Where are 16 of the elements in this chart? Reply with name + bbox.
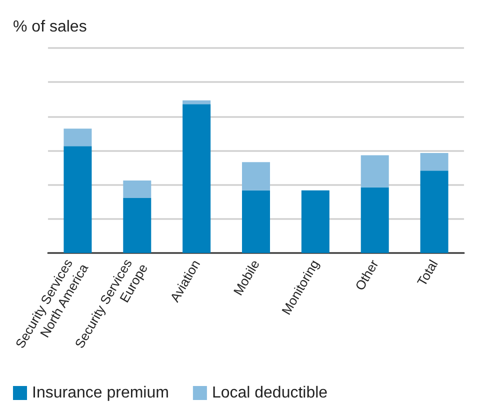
- bar: [242, 162, 270, 190]
- legend-label: Insurance premium: [32, 384, 169, 402]
- bar: [123, 180, 152, 198]
- bar: [242, 190, 270, 253]
- bar: [64, 146, 92, 253]
- bar: [182, 104, 211, 253]
- bar: [123, 198, 152, 253]
- bar: [420, 170, 448, 253]
- bar: [301, 190, 330, 253]
- legend-label: Local deductible: [212, 384, 328, 402]
- bar: [360, 155, 389, 188]
- bar: [420, 153, 448, 171]
- bar: [182, 100, 211, 104]
- bar: [64, 128, 92, 146]
- y-axis-title: % of sales: [13, 18, 87, 36]
- bar: [360, 187, 389, 253]
